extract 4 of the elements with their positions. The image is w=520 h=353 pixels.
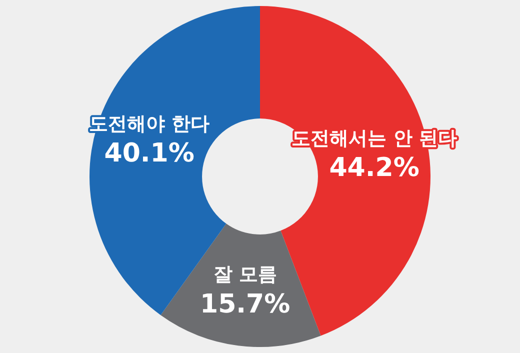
slice-label: 잘 모름 [213,264,277,286]
data-label: 44.2% [329,153,420,184]
data-label: 15.7% [200,290,290,320]
data-label: 40.1% [104,138,194,169]
